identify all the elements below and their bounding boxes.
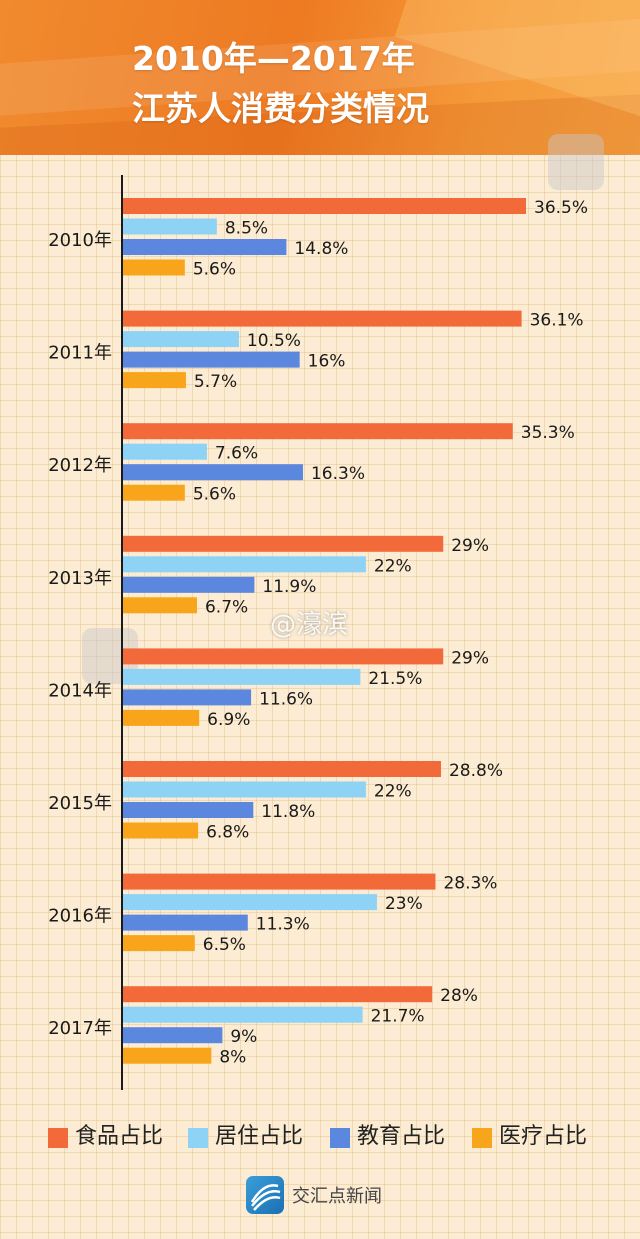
- page-title-line2: 江苏人消费分类情况: [132, 89, 429, 128]
- data-label-housing: 23%: [385, 894, 423, 914]
- data-label-education: 14.8%: [294, 239, 348, 259]
- data-label-food: 29%: [451, 648, 489, 668]
- watermark-logo-icon: [548, 134, 604, 190]
- bar-chart: 2010年 36.5% 8.5% 14.8% 5.6% 2011年 36.1% 10.5% 16…: [48, 198, 588, 1068]
- bar-education: [123, 239, 287, 255]
- bar-medical: [123, 259, 185, 276]
- category-label: 2017年: [48, 1018, 112, 1039]
- bar-education: [123, 689, 252, 706]
- watermark-text: @濠滨: [270, 610, 349, 640]
- header-banner: 2010年—2017年 江苏人消费分类情况: [0, 0, 640, 155]
- bar-food: [123, 535, 444, 552]
- legend-label-food: 食品占比: [75, 1124, 164, 1149]
- data-label-medical: 6.5%: [203, 935, 246, 955]
- legend-label-medical: 医疗占比: [499, 1124, 588, 1149]
- brand-logo-icon: [246, 1176, 284, 1214]
- category-label: 2011年: [48, 343, 112, 364]
- data-label-medical: 8%: [219, 1048, 246, 1068]
- data-label-food: 28.8%: [449, 761, 503, 781]
- data-label-food: 35.3%: [521, 423, 575, 443]
- data-label-medical: 5.6%: [193, 485, 236, 505]
- data-label-medical: 6.7%: [205, 597, 248, 617]
- bar-housing: [123, 781, 366, 798]
- bar-medical: [123, 1047, 212, 1064]
- bar-food: [123, 648, 444, 665]
- data-label-education: 11.9%: [262, 577, 316, 597]
- category-label: 2013年: [48, 568, 112, 589]
- bar-food: [123, 986, 433, 1003]
- data-label-education: 11.6%: [259, 689, 313, 709]
- data-label-food: 28%: [440, 986, 478, 1006]
- bar-food: [123, 423, 513, 440]
- bar-housing: [123, 218, 217, 235]
- legend-swatch-education: [330, 1128, 350, 1148]
- category-label: 2010年: [48, 230, 112, 251]
- legend-label-housing: 居住占比: [215, 1124, 304, 1149]
- bar-housing: [123, 1006, 363, 1023]
- brand-name: 交汇点新闻: [292, 1186, 382, 1207]
- data-label-housing: 21.5%: [368, 669, 422, 689]
- data-label-food: 29%: [451, 536, 489, 556]
- bar-housing: [123, 894, 377, 911]
- data-label-housing: 22%: [374, 556, 412, 576]
- bar-education: [123, 914, 248, 931]
- bar-medical: [123, 822, 199, 839]
- bar-medical: [123, 597, 197, 614]
- data-label-food: 36.5%: [534, 198, 588, 218]
- data-label-education: 16%: [308, 352, 346, 372]
- y-axis-line: [121, 175, 123, 1090]
- chart-legend: 食品占比 居住占比 教育占比 医疗占比: [0, 1122, 640, 1152]
- data-label-housing: 21.7%: [371, 1007, 425, 1027]
- bar-food: [123, 873, 436, 890]
- data-label-medical: 6.9%: [207, 710, 250, 730]
- category-label: 2016年: [48, 906, 112, 927]
- bar-housing: [123, 556, 366, 573]
- data-label-housing: 22%: [374, 782, 412, 802]
- data-label-food: 36.1%: [530, 311, 584, 331]
- bar-housing: [123, 331, 239, 348]
- bar-education: [123, 351, 300, 368]
- category-label: 2015年: [48, 793, 112, 814]
- bar-food: [123, 310, 522, 327]
- bar-housing: [123, 668, 361, 685]
- bar-education: [123, 464, 303, 481]
- bar-medical: [123, 709, 200, 726]
- data-label-medical: 5.6%: [193, 260, 236, 280]
- bar-food: [123, 198, 526, 214]
- legend-label-education: 教育占比: [357, 1124, 446, 1149]
- bar-education: [123, 1027, 223, 1044]
- legend-swatch-food: [48, 1128, 68, 1148]
- category-label: 2014年: [48, 680, 112, 701]
- bar-education: [123, 802, 254, 818]
- data-label-education: 11.3%: [256, 915, 310, 935]
- bar-housing: [123, 443, 207, 460]
- legend-swatch-housing: [188, 1128, 208, 1148]
- bar-medical: [123, 484, 185, 501]
- data-label-food: 28.3%: [443, 874, 497, 894]
- bar-medical: [123, 372, 186, 389]
- page-title-line1: 2010年—2017年: [132, 39, 415, 78]
- data-label-medical: 5.7%: [194, 372, 237, 392]
- bar-food: [123, 761, 441, 777]
- data-label-education: 9%: [230, 1027, 257, 1047]
- data-label-education: 11.8%: [261, 802, 315, 822]
- data-label-housing: 7.6%: [215, 444, 258, 464]
- data-label-medical: 6.8%: [206, 823, 249, 843]
- data-label-education: 16.3%: [311, 464, 365, 484]
- data-label-housing: 10.5%: [247, 331, 301, 351]
- bar-medical: [123, 935, 195, 952]
- category-label: 2012年: [48, 455, 112, 476]
- bar-education: [123, 576, 255, 593]
- data-label-housing: 8.5%: [225, 219, 268, 239]
- legend-swatch-medical: [472, 1128, 492, 1148]
